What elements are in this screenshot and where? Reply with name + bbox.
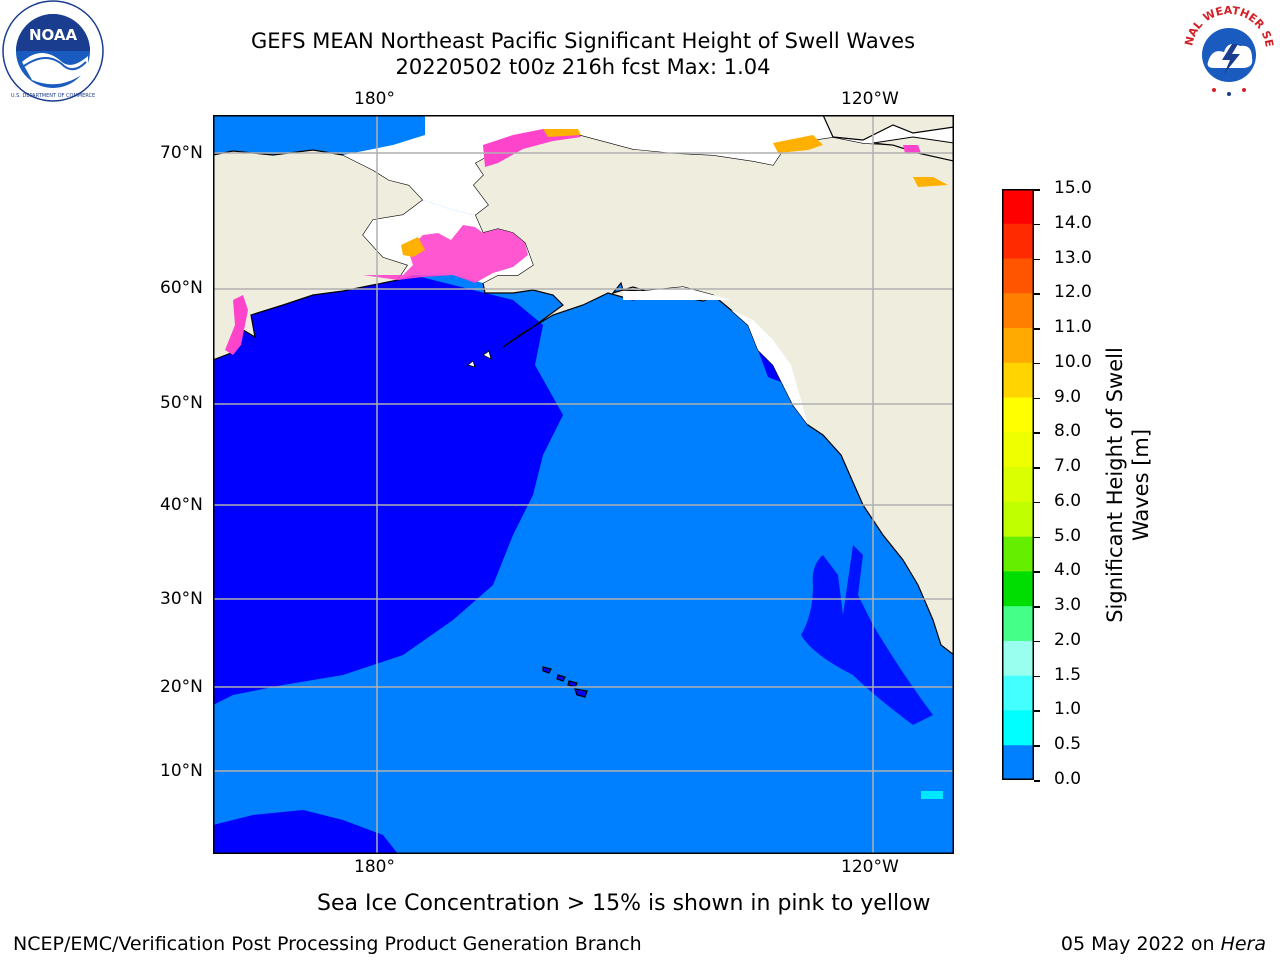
colorbar-segment <box>1002 362 1034 399</box>
colorbar-segment <box>1002 258 1034 294</box>
lat-label-70n: 70°N <box>160 143 203 163</box>
lat-label-60n: 60°N <box>160 278 203 298</box>
colorbar-tick-mark <box>1034 362 1040 365</box>
colorbar-tick-mark <box>1034 397 1040 400</box>
map-frame <box>213 115 954 854</box>
hawaii-islands <box>542 666 588 698</box>
colorbar-tick-mark <box>1034 189 1040 191</box>
colorbar-segment <box>1002 328 1034 364</box>
noaa-logo: NOAA U.S. DEPARTMENT OF COMMERCE <box>2 0 104 102</box>
colorbar-tick-label: 14.0 <box>1054 212 1092 233</box>
colorbar-tick-mark <box>1034 571 1040 573</box>
lat-label-50n: 50°N <box>160 393 203 413</box>
colorbar-tick-mark <box>1034 501 1040 504</box>
cyan-spot <box>921 791 943 799</box>
colorbar-tick-mark <box>1034 432 1040 434</box>
colorbar-tick-label: 7.0 <box>1054 456 1082 477</box>
lon-label-bottom-180: 180° <box>354 857 395 877</box>
colorbar-tick-label: 1.5 <box>1054 664 1082 685</box>
colorbar-tick-mark <box>1034 536 1040 539</box>
colorbar-tick-mark <box>1034 293 1040 295</box>
map-panel <box>212 114 955 854</box>
nws-logo: NATIONAL WEATHER SERVICE <box>1173 0 1280 102</box>
colorbar-tick-mark <box>1034 258 1040 261</box>
colorbar-segment <box>1002 640 1034 677</box>
colorbar-tick-label: 0.0 <box>1054 769 1082 789</box>
colorbar-tick-label: 11.0 <box>1054 317 1092 338</box>
chart-title-line2: 20220502 t00z 216h fcst Max: 1.04 <box>395 55 771 79</box>
colorbar-tick-label: 12.0 <box>1054 282 1092 303</box>
colorbar-tick-label: 10.0 <box>1054 351 1092 372</box>
lat-label-20n: 20°N <box>160 677 203 697</box>
colorbar-tick-mark <box>1034 780 1040 782</box>
svg-text:U.S. DEPARTMENT OF COMMERCE: U.S. DEPARTMENT OF COMMERCE <box>11 93 95 99</box>
colorbar-tick-label: 2.0 <box>1054 629 1082 650</box>
colorbar-segment <box>1002 467 1034 503</box>
colorbar <box>1002 189 1034 781</box>
footer-left: NCEP/EMC/Verification Post Processing Pr… <box>13 933 642 955</box>
sea-ice-bering <box>363 225 528 283</box>
colorbar-tick-label: 15.0 <box>1054 178 1092 198</box>
colorbar-tick-label: 9.0 <box>1054 386 1082 407</box>
colorbar-tick-mark <box>1034 606 1040 608</box>
colorbar-label: Significant Height of Swell Waves [m] <box>1103 347 1153 623</box>
colorbar-tick-label: 4.0 <box>1054 560 1082 581</box>
colorbar-tick-label: 5.0 <box>1054 525 1082 546</box>
colorbar-segment <box>1002 501 1034 538</box>
chart-title-line1: GEFS MEAN Northeast Pacific Significant … <box>250 29 916 53</box>
colorbar-tick-mark <box>1034 675 1040 678</box>
colorbar-segment <box>1002 536 1034 573</box>
lat-label-40n: 40°N <box>160 495 203 515</box>
colorbar-tick-label: 6.0 <box>1054 490 1082 511</box>
colorbar-tick-mark <box>1034 745 1040 747</box>
colorbar-segment <box>1002 432 1034 468</box>
colorbar-segment <box>1002 397 1034 433</box>
colorbar-segment <box>1002 745 1034 781</box>
colorbar-tick-label: 3.0 <box>1054 595 1082 616</box>
lon-label-top-180: 180° <box>354 89 395 109</box>
colorbar-tick-label: 13.0 <box>1054 247 1092 268</box>
swell-height-map <box>212 114 955 854</box>
colorbar-tick-label: 0.5 <box>1054 734 1082 755</box>
colorbar-tick-label: 8.0 <box>1054 421 1082 442</box>
colorbar-segment <box>1002 606 1034 642</box>
colorbar-segment <box>1002 189 1034 225</box>
colorbar-tick-mark <box>1034 223 1040 226</box>
lon-label-bottom-120w: 120°W <box>841 857 899 877</box>
lon-label-top-120w: 120°W <box>841 89 899 109</box>
lat-label-30n: 30°N <box>160 589 203 609</box>
colorbar-segment <box>1002 710 1034 746</box>
graticule <box>213 115 954 854</box>
colorbar-tick-mark <box>1034 467 1040 469</box>
colorbar-tick-mark <box>1034 328 1040 330</box>
low-swell-region <box>213 275 563 705</box>
colorbar-segment <box>1002 223 1034 260</box>
footer-right: 05 May 2022 on Hera <box>1060 933 1266 955</box>
colorbar-tick-label: 1.0 <box>1054 699 1082 720</box>
colorbar-segment <box>1002 571 1034 607</box>
sea-ice-note: Sea Ice Concentration > 15% is shown in … <box>317 891 931 916</box>
colorbar-tick-mark <box>1034 710 1040 712</box>
colorbar-segment <box>1002 293 1034 329</box>
low-swell-south <box>213 810 398 854</box>
lat-label-10n: 10°N <box>160 761 203 781</box>
svg-text:NOAA: NOAA <box>29 26 78 44</box>
colorbar-tick-mark <box>1034 640 1040 643</box>
colorbar-segment <box>1002 675 1034 712</box>
